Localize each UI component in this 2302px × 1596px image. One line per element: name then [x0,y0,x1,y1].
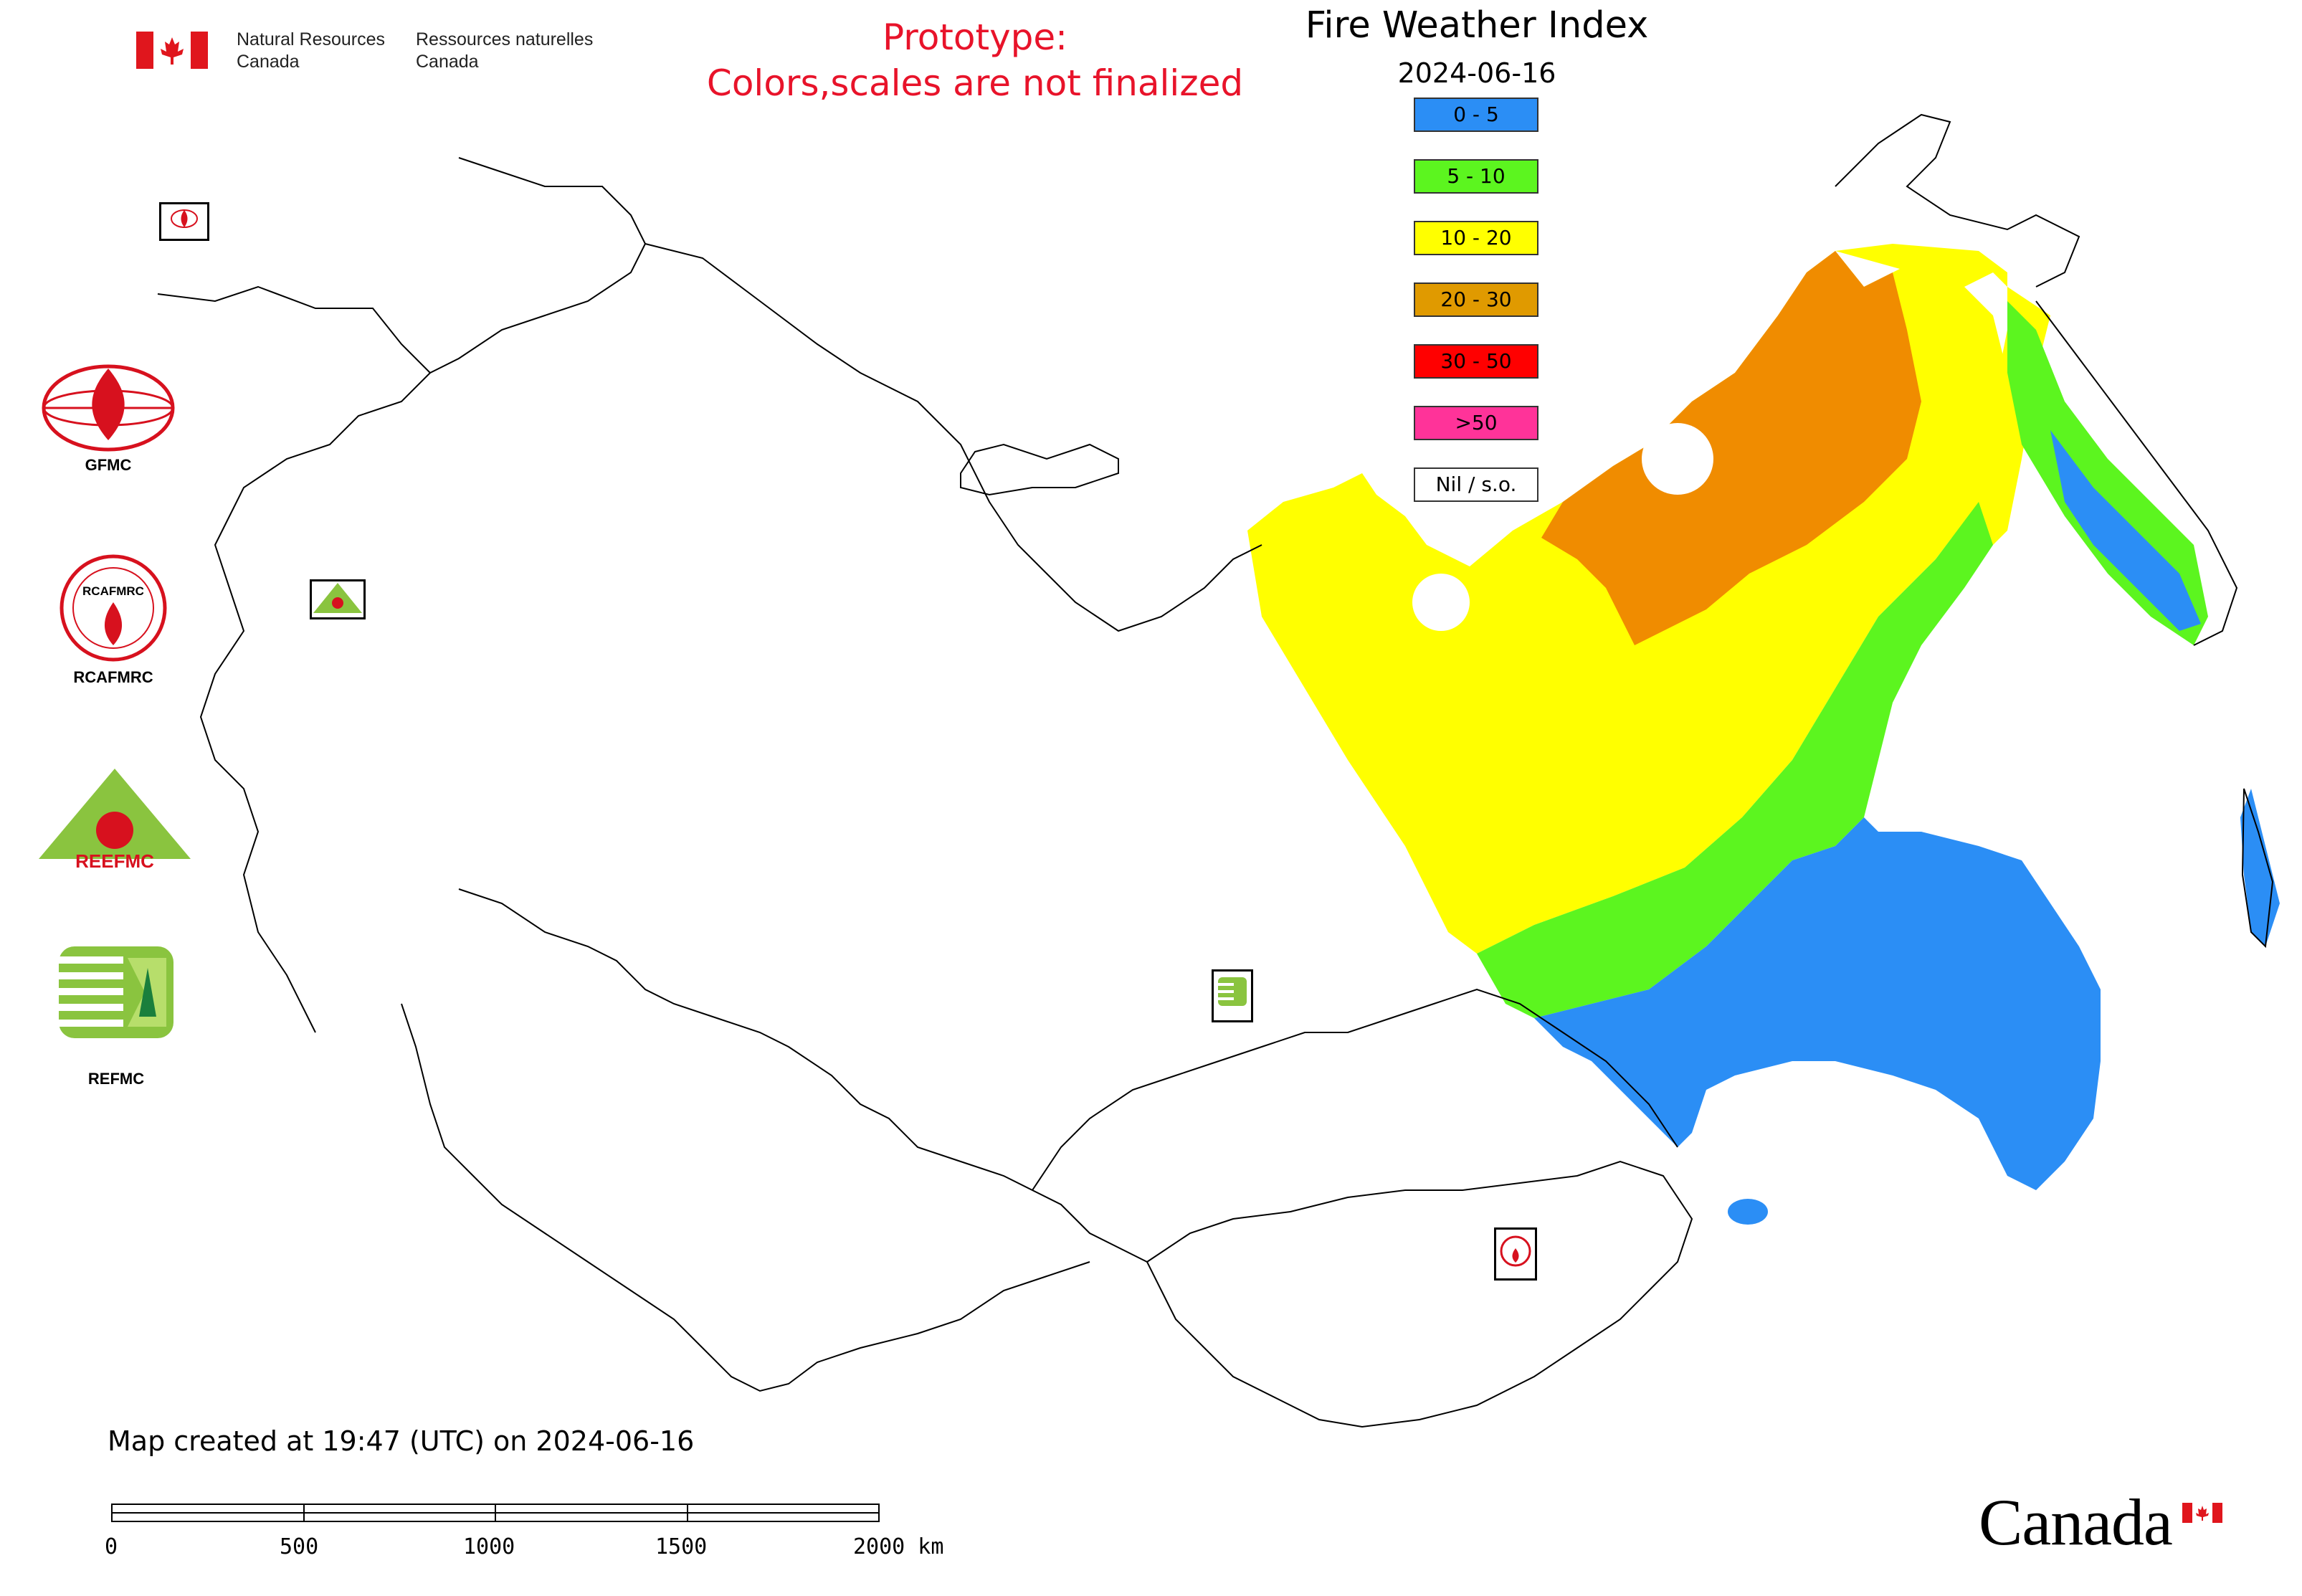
outline-kamchatka [2035,300,2238,646]
outline-russia-south [1032,988,1678,1191]
fwi-zone-0-5-sakhalin [2240,789,2280,946]
legend-date: 2024-06-16 [1397,57,1556,89]
outline-novaya-zemlya [960,443,1119,496]
prototype-line1: Prototype: [882,16,1068,58]
canada-flag-icon [136,32,208,69]
gfmc-logo [42,364,175,452]
legend-item-0-5: 0 - 5 [1414,98,1538,132]
gfmc-marker-icon [171,209,198,228]
outline-europe-west [157,285,432,1033]
map-created-note: Map created at 19:47 (UTC) on 2024-06-16 [108,1425,695,1457]
prototype-notice: Prototype: Colors,scales are not finaliz… [631,14,1319,106]
legend-item-30-50: 30 - 50 [1414,344,1538,379]
fwi-zone-0-5-lake [1728,1199,1768,1225]
fwi-zone-0-5-kamchatka [2050,430,2201,631]
prototype-line2: Colors,scales are not finalized [706,62,1244,104]
scale-label-500: 500 [280,1534,319,1559]
reefmc-marker-icon [313,583,362,613]
fwi-zone-5-10 [1477,502,1993,1018]
legend-title: Fire Weather Index [1305,4,1649,47]
scale-label-1500: 1500 [655,1534,708,1559]
legend-item-nil: Nil / s.o. [1414,467,1538,502]
refmc-logo [59,946,173,1038]
outline-chukotka [1835,113,2080,288]
outline-kazakhstan [458,888,1148,1263]
nrcan-en-line1: Natural Resources [237,29,386,49]
gfmc-label: GFMC [85,456,132,474]
legend-item-10-20: 10 - 20 [1414,221,1538,255]
legend-item-over-50: >50 [1414,406,1538,440]
nrcan-english-name: Natural Resources Canada [237,29,385,73]
fwi-zone-10-20-east [1835,244,2050,559]
outline-russia-north [645,243,1262,632]
nil-circle-2 [1412,574,1470,631]
nrcan-fr-line1: Ressources naturelles [416,29,594,49]
outline-sakhalin [2241,788,2274,949]
outline-scandinavia [429,157,647,374]
reefmc-map-marker [310,579,366,619]
svg-text:RCAFMRC: RCAFMRC [82,584,144,598]
refmc-label: REFMC [87,1070,145,1088]
scale-label-1000: 1000 [463,1534,515,1559]
gfmc-map-marker [159,202,209,241]
nil-circle-1 [1642,423,1713,495]
outline-central-asia [401,1003,1090,1392]
refmc-marker-icon [1218,977,1247,1006]
refmc-map-marker [1212,969,1253,1022]
fwi-zone-20-30 [1541,251,1921,645]
rcafmrc-label: RCAFMRC [73,668,153,686]
reefmc-logo: REEFMC [39,769,191,872]
scale-label-2000-km: 2000 km [853,1534,944,1559]
fwi-zone-0-5 [1534,817,2101,1190]
nrcan-fr-line2: Canada [416,52,479,72]
scale-label-0: 0 [105,1534,118,1559]
nrcan-en-line2: Canada [237,52,300,72]
legend-item-5-10: 5 - 10 [1414,159,1538,194]
scale-bar [111,1504,880,1522]
legend-item-20-30: 20 - 30 [1414,282,1538,317]
canada-wordmark-flag-icon [2182,1503,2222,1523]
reefmc-mark-text: REEFMC [75,850,154,872]
rcafmrc-logo: RCAFMRC [60,554,167,662]
outline-mongolia [1146,1160,1693,1428]
nrcan-french-name: Ressources naturelles Canada [416,29,593,73]
rcafmrc-marker-icon [1500,1235,1531,1267]
canada-wordmark: Canada [1979,1486,2173,1559]
rcafmrc-map-marker [1494,1227,1537,1281]
